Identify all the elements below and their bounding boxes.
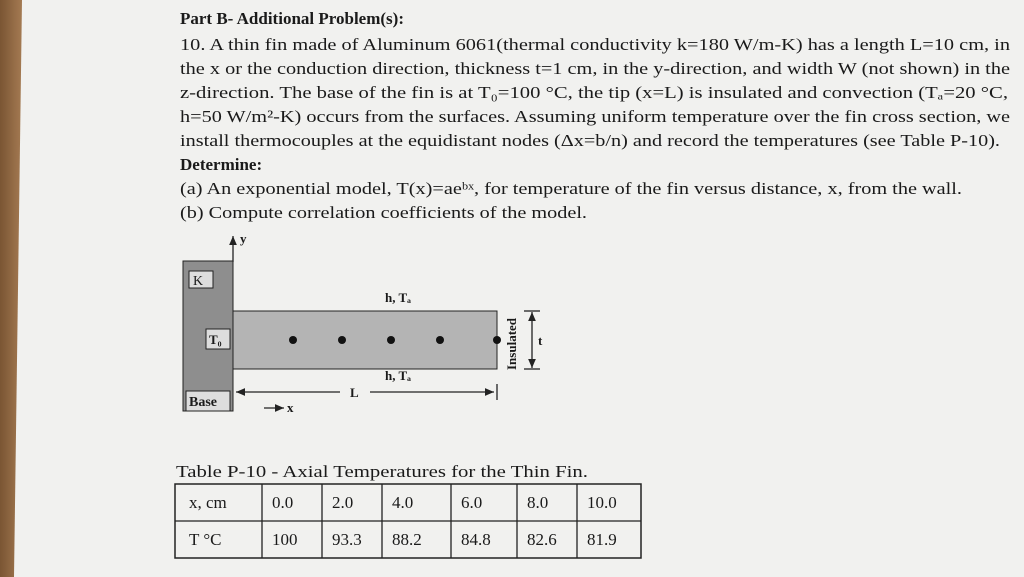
y-label: y bbox=[240, 231, 247, 246]
table-cell: 4.0 bbox=[392, 493, 413, 512]
table-cell: 10.0 bbox=[587, 493, 617, 512]
bottom-label: h, Tₐ bbox=[385, 368, 411, 383]
table-cell: 2.0 bbox=[332, 493, 353, 512]
table-cell: 88.2 bbox=[392, 530, 422, 549]
node bbox=[436, 336, 444, 344]
determine-label: Determine: bbox=[180, 155, 262, 174]
determine-item: (a) An exponential model, T(x)=aeᵇˣ, for… bbox=[180, 179, 962, 198]
base-box bbox=[185, 390, 231, 412]
k-box bbox=[188, 270, 214, 289]
table-caption: Table P-10 - Axial Temperatures for the … bbox=[176, 462, 588, 481]
heading: Part B- Additional Problem(s): bbox=[180, 9, 404, 28]
table-cell: 8.0 bbox=[527, 493, 548, 512]
determine-item: (b) Compute correlation coefficients of … bbox=[180, 203, 587, 222]
tip-label: Insulated bbox=[504, 317, 519, 370]
problem-line: z-direction. The base of the fin is at T… bbox=[180, 83, 1008, 102]
problem-line: h=50 W/m²-K) occurs from the surfaces. A… bbox=[180, 107, 1010, 126]
node bbox=[289, 336, 297, 344]
thickness-label: t bbox=[538, 333, 543, 348]
table-cell: 82.6 bbox=[527, 530, 557, 549]
data-table: x, cm 0.0 2.0 4.0 6.0 8.0 10.0 T °C 100 93.3 88.2 8… bbox=[174, 483, 642, 559]
wall-label: K bbox=[193, 274, 203, 289]
length-label: L bbox=[350, 385, 359, 400]
node bbox=[387, 336, 395, 344]
node bbox=[338, 336, 346, 344]
fin bbox=[232, 310, 498, 370]
problem-line: 10. A thin fin made of Aluminum 6061(the… bbox=[180, 35, 1011, 54]
top-label: h, Tₐ bbox=[385, 290, 411, 305]
base-label: Base bbox=[189, 395, 217, 410]
fin-figure: y K T₀ Base h, Tₐ h, Tₐ Insulated t L x bbox=[182, 231, 543, 415]
node bbox=[493, 336, 501, 344]
x-label: x bbox=[287, 400, 294, 415]
table-cell: 93.3 bbox=[332, 530, 362, 549]
base-temp: T₀ bbox=[209, 332, 222, 347]
table-cell: T °C bbox=[189, 530, 221, 549]
table-cell: 100 bbox=[272, 530, 298, 549]
table-cell: x, cm bbox=[189, 493, 227, 512]
table-cell: 0.0 bbox=[272, 493, 293, 512]
desk-edge bbox=[0, 0, 22, 577]
table-cell: 6.0 bbox=[461, 493, 482, 512]
t0-box bbox=[205, 328, 231, 350]
problem-line: install thermocouples at the equidistant… bbox=[180, 131, 1000, 150]
problem-line: the x or the conduction direction, thick… bbox=[180, 59, 1010, 78]
table-cell: 84.8 bbox=[461, 530, 491, 549]
table-cell: 81.9 bbox=[587, 530, 617, 549]
